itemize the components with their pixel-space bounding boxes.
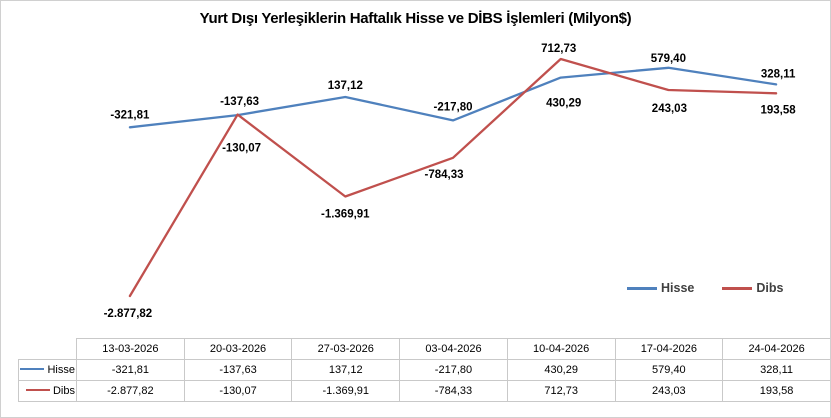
dibs-data-label: -784,33	[424, 169, 463, 181]
table-header-row: 13-03-2026 20-03-2026 27-03-2026 03-04-2…	[18, 338, 830, 360]
hisse-line-swatch	[627, 286, 657, 290]
date-header-cell: 17-04-2026	[614, 338, 724, 360]
chart-legend: Hisse Dibs	[627, 281, 783, 295]
hisse-value-cell: -217,80	[399, 359, 508, 381]
dibs-data-label: 712,73	[541, 43, 576, 55]
date-header-cell: 03-04-2026	[399, 338, 508, 360]
dibs-data-label: -130,07	[222, 143, 261, 155]
dibs-value-cell: -784,33	[399, 380, 508, 402]
table-corner-cell	[18, 338, 77, 360]
hisse-row-label-text: Hisse	[47, 364, 75, 376]
dibs-data-label: -1.369,91	[321, 209, 370, 221]
date-header-cell: 24-04-2026	[722, 338, 830, 360]
table-row-hisse: Hisse -321,81 -137,63 137,12 -217,80 430…	[18, 359, 830, 381]
legend-item-dibs: Dibs	[722, 281, 783, 295]
dibs-value-cell: -2.877,82	[76, 380, 185, 402]
date-header-cell: 20-03-2026	[183, 338, 293, 360]
dibs-value-cell: -1.369,91	[291, 380, 401, 402]
hisse-data-label: -217,80	[433, 101, 472, 113]
hisse-value-cell: 328,11	[722, 359, 830, 381]
hisse-row-label: Hisse	[18, 359, 77, 381]
dibs-value-cell: 243,03	[614, 380, 724, 402]
dibs-row-label-text: Dibs	[52, 385, 75, 397]
hisse-data-label: 137,12	[328, 80, 363, 92]
hisse-key-icon	[20, 367, 45, 371]
dibs-value-cell: -130,07	[183, 380, 293, 402]
chart-title: Yurt Dışı Yerleşiklerin Haftalık Hisse v…	[199, 10, 632, 27]
hisse-value-cell: 579,40	[614, 359, 724, 381]
legend-label-hisse: Hisse	[661, 281, 695, 295]
date-header-cell: 13-03-2026	[76, 338, 185, 360]
hisse-data-label: 579,40	[651, 53, 686, 65]
legend-item-hisse: Hisse	[627, 281, 694, 295]
date-header-cell: 10-04-2026	[506, 338, 616, 360]
dibs-row-label: Dibs	[18, 380, 77, 402]
dibs-line-swatch	[722, 286, 753, 290]
dibs-data-label: -2.877,82	[104, 308, 153, 320]
hisse-data-label: 328,11	[761, 68, 796, 80]
hisse-value-cell: -321,81	[76, 359, 185, 381]
dibs-data-label: 243,03	[652, 103, 687, 115]
table-row-dibs: Dibs -2.877,82 -130,07 -1.369,91 -784,33…	[18, 380, 830, 402]
hisse-data-label: -321,81	[110, 109, 150, 121]
legend-label-dibs: Dibs	[756, 281, 784, 295]
dibs-series-line	[128, 57, 778, 298]
dibs-key-icon	[25, 388, 50, 392]
hisse-value-cell: -137,63	[183, 359, 293, 381]
line-chart-plot-area: -321,81 -137,63 137,12 -217,80 430,29 579,40 3…	[104, 43, 797, 320]
hisse-value-cell: 137,12	[291, 359, 401, 381]
hisse-data-label: -137,63	[220, 96, 259, 108]
date-header-cell: 27-03-2026	[291, 338, 401, 360]
dibs-value-cell: 193,58	[722, 380, 830, 402]
dibs-value-cell: 712,73	[506, 380, 616, 402]
hisse-value-cell: 430,29	[506, 359, 616, 381]
dibs-data-label: 193,58	[761, 104, 797, 116]
hisse-data-label: 430,29	[546, 98, 581, 110]
data-table: 13-03-2026 20-03-2026 27-03-2026 03-04-2…	[18, 338, 830, 402]
